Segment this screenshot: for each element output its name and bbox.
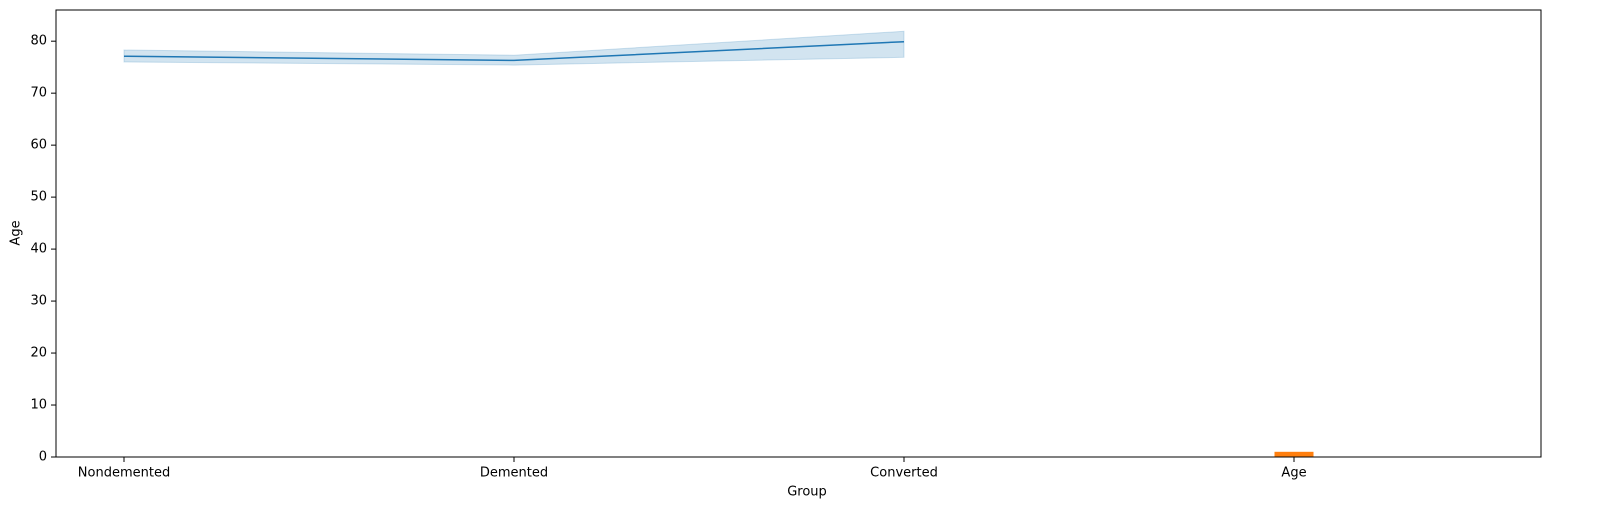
y-tick-label: 0 [39, 450, 47, 465]
y-tick-label: 30 [30, 294, 47, 309]
y-tick-label: 40 [30, 242, 47, 257]
x-axis-label: Group [787, 485, 827, 500]
x-tick-label: Demented [480, 466, 548, 481]
x-tick-label: Converted [870, 466, 938, 481]
x-tick-label: Nondemented [78, 466, 170, 481]
bar [1274, 451, 1314, 457]
confidence-band [123, 30, 905, 66]
y-tick-label: 50 [30, 190, 47, 205]
plot-frame [55, 9, 1542, 458]
line [123, 40, 905, 62]
y-tick-label: 20 [30, 346, 47, 361]
y-axis-label: Age [9, 220, 24, 245]
y-tick-label: 80 [30, 34, 47, 49]
y-tick-label: 60 [30, 138, 47, 153]
y-tick-label: 70 [30, 86, 47, 101]
x-tick-label: Age [1281, 466, 1306, 481]
y-tick-label: 10 [30, 398, 47, 413]
